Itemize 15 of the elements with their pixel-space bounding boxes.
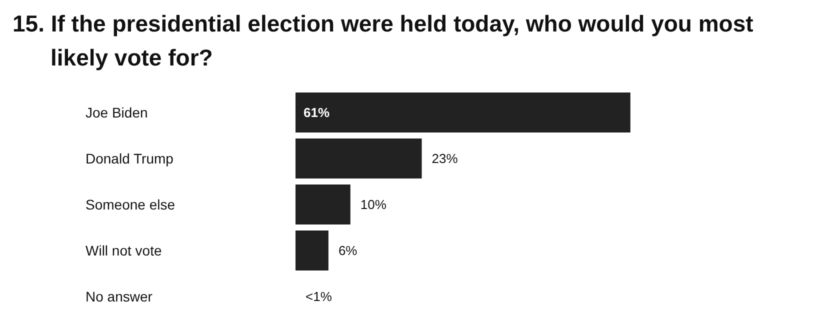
text: <1% [306, 289, 332, 304]
bar [296, 138, 422, 178]
data-label: 10% [360, 197, 387, 212]
y-tick-label: Donald Trump [86, 150, 174, 166]
y-tick-label: Someone else [86, 196, 176, 212]
data-label: 23% [432, 151, 458, 166]
data-label: 6% [338, 243, 358, 258]
y-tick-label: No answer [86, 288, 153, 304]
y-tick-label: Will not vote [86, 242, 162, 258]
bar [296, 230, 328, 270]
chart-title: 15. If the presidential election were held today, who would you most likely vote for? [12, 10, 754, 70]
bar [296, 92, 630, 132]
bar [296, 184, 350, 224]
data-label: 61% [304, 105, 330, 120]
y-tick-label: Joe Biden [86, 104, 148, 120]
